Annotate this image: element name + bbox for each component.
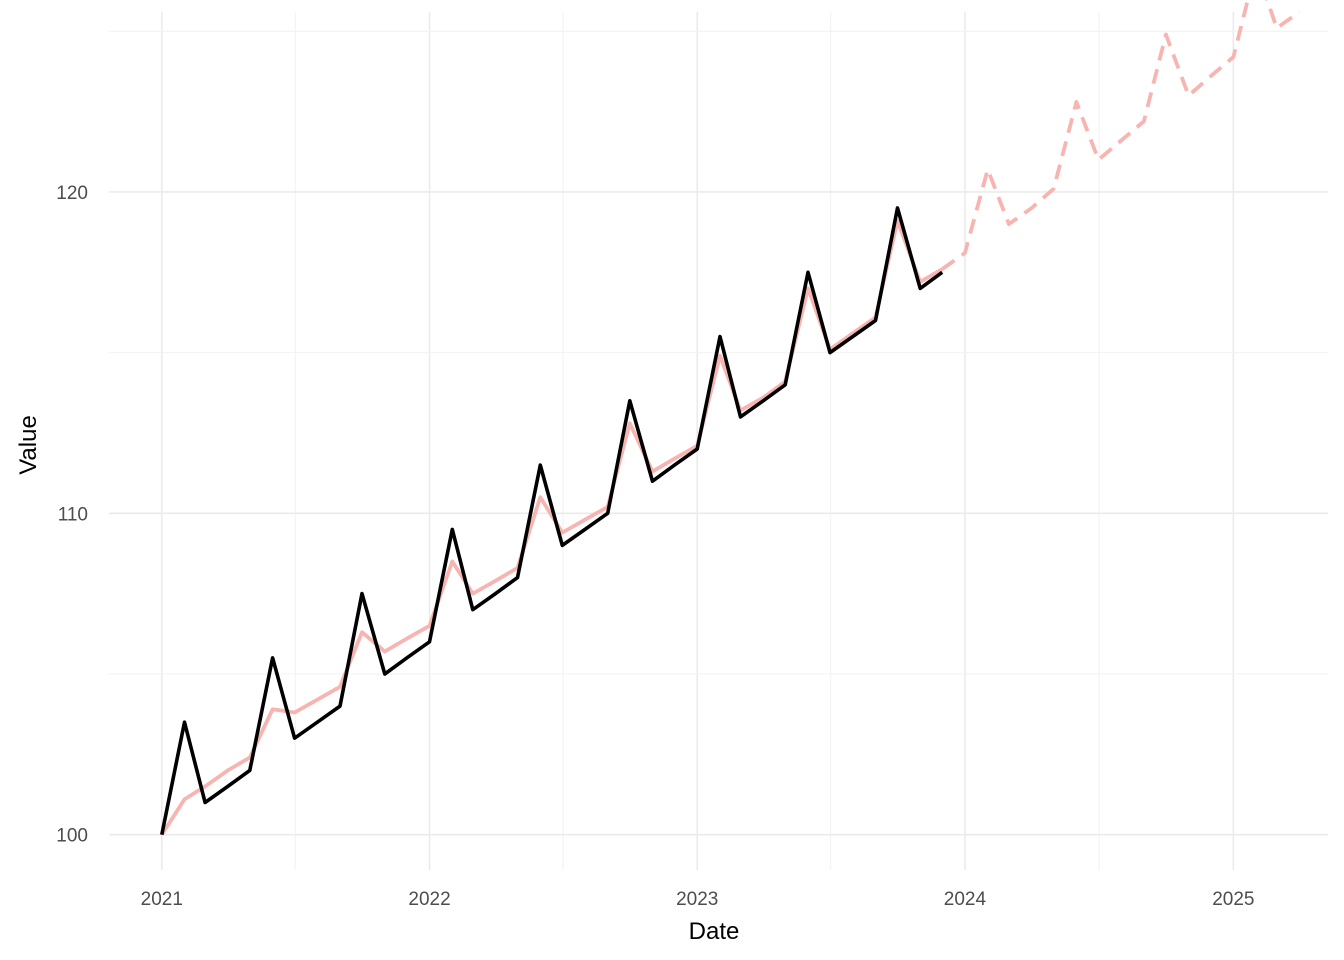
x-tick-label: 2021	[141, 889, 183, 910]
y-tick-label: 100	[56, 826, 88, 847]
fitted-series-line	[160, 218, 944, 836]
x-tick-label: 2023	[676, 889, 718, 910]
x-tick-label: 2025	[1212, 889, 1254, 910]
x-axis-title: Date	[689, 918, 740, 945]
gridlines	[109, 12, 1328, 870]
series-lines	[160, 0, 1301, 836]
axis-tick-labels: 2021 2022 2023 2024 2025 100 110 120	[56, 183, 1254, 910]
forecast-series-line	[941, 0, 1301, 271]
observed-series-line	[160, 206, 944, 836]
x-tick-label: 2022	[408, 889, 450, 910]
y-tick-label: 110	[58, 504, 88, 525]
y-tick-label: 120	[56, 183, 88, 204]
y-axis-title: Value	[15, 415, 42, 475]
x-tick-label: 2024	[944, 889, 987, 910]
